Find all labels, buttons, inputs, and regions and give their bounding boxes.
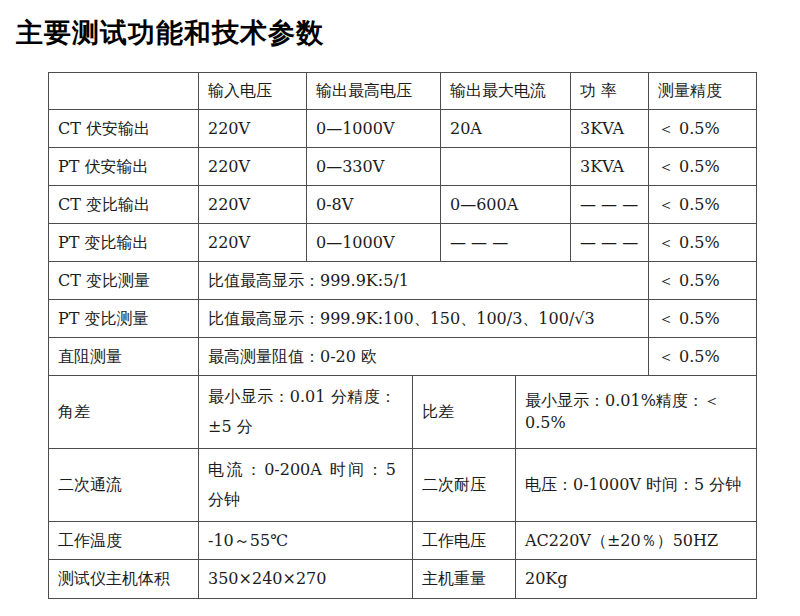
max-output-voltage-cell: 0—1000V xyxy=(307,110,441,148)
row-label: CT 变比测量 xyxy=(49,262,199,300)
row-label: 二次耐压 xyxy=(413,449,516,522)
value-cell: 350×240×270 xyxy=(199,560,413,599)
merged-value-cell: 比值最高显示：999.9K:100、150、100/3、100/√3 xyxy=(199,300,649,338)
header-cell-max-output-voltage: 输出最高电压 xyxy=(307,73,441,110)
row-label: CT 伏安输出 xyxy=(49,110,199,148)
input-voltage-cell: 220V xyxy=(199,110,307,148)
input-voltage-cell: 220V xyxy=(199,224,307,262)
accuracy-cell: ＜ 0.5% xyxy=(649,338,757,376)
row-label: 工作电压 xyxy=(413,522,516,560)
row-label: PT 变比测量 xyxy=(49,300,199,338)
accuracy-cell: ＜ 0.5% xyxy=(649,186,757,224)
accuracy-cell: ＜ 0.5% xyxy=(649,300,757,338)
document-page: 主要测试功能和技术参数 输入电压 输出最高电压 输出最大电流 功 率 测量精度 … xyxy=(0,16,800,616)
row-label: 比差 xyxy=(413,376,516,449)
value-cell: 最小显示：0.01 分精度：±5 分 xyxy=(199,376,413,449)
max-output-voltage-cell: 0—330V xyxy=(307,148,441,186)
table-row-main-unit-size: 测试仪主机体积 350×240×270 主机重量 20Kg xyxy=(49,560,757,599)
value-cell: AC220V（±20％）50HZ xyxy=(516,522,757,560)
input-voltage-cell: 220V xyxy=(199,186,307,224)
power-cell: 3KVA xyxy=(571,148,649,186)
power-cell: — — — xyxy=(571,186,649,224)
table-row-pt-ratio-measure: PT 变比测量 比值最高显示：999.9K:100、150、100/3、100/… xyxy=(49,300,757,338)
value-cell: 最小显示：0.01%精度：＜0.5% xyxy=(516,376,757,449)
table-row-working-temperature: 工作温度 -10～55℃ 工作电压 AC220V（±20％）50HZ xyxy=(49,522,757,560)
spec-table-top: 输入电压 输出最高电压 输出最大电流 功 率 测量精度 CT 伏安输出 220V… xyxy=(48,72,757,376)
row-label: 二次通流 xyxy=(49,449,199,522)
header-cell-max-output-current: 输出最大电流 xyxy=(441,73,571,110)
header-cell-accuracy: 测量精度 xyxy=(649,73,757,110)
table-row-ct-ratio-output: CT 变比输出 220V 0-8V 0—600A — — — ＜ 0.5% xyxy=(49,186,757,224)
accuracy-cell: ＜ 0.5% xyxy=(649,224,757,262)
table-row-secondary-current: 二次通流 电流：0-200A 时间：5 分钟 二次耐压 电压：0-1000V 时… xyxy=(49,449,757,522)
max-output-current-cell xyxy=(441,148,571,186)
table-row-ct-ratio-measure: CT 变比测量 比值最高显示：999.9K:5/1 ＜ 0.5% xyxy=(49,262,757,300)
row-label: 角差 xyxy=(49,376,199,449)
max-output-current-cell: 0—600A xyxy=(441,186,571,224)
input-voltage-cell: 220V xyxy=(199,148,307,186)
power-cell: — — — xyxy=(571,224,649,262)
table-header-row: 输入电压 输出最高电压 输出最大电流 功 率 测量精度 xyxy=(49,73,757,110)
spec-table-bottom: 角差 最小显示：0.01 分精度：±5 分 比差 最小显示：0.01%精度：＜0… xyxy=(48,375,757,599)
value-cell: 电压：0-1000V 时间：5 分钟 xyxy=(516,449,757,522)
max-output-voltage-cell: 0-8V xyxy=(307,186,441,224)
value-cell: 电流：0-200A 时间：5 分钟 xyxy=(199,449,413,522)
max-output-voltage-cell: 0—1000V xyxy=(307,224,441,262)
row-label: 工作温度 xyxy=(49,522,199,560)
table-row-pt-ratio-output: PT 变比输出 220V 0—1000V — — — — — — ＜ 0.5% xyxy=(49,224,757,262)
accuracy-cell: ＜ 0.5% xyxy=(649,110,757,148)
header-cell-input-voltage: 输入电压 xyxy=(199,73,307,110)
merged-value-cell: 比值最高显示：999.9K:5/1 xyxy=(199,262,649,300)
merged-value-cell: 最高测量阻值：0-20 欧 xyxy=(199,338,649,376)
value-cell: 20Kg xyxy=(516,560,757,599)
value-cell: -10～55℃ xyxy=(199,522,413,560)
table-row-dc-resistance-measure: 直阻测量 最高测量阻值：0-20 欧 ＜ 0.5% xyxy=(49,338,757,376)
accuracy-cell: ＜ 0.5% xyxy=(649,262,757,300)
row-label: 测试仪主机体积 xyxy=(49,560,199,599)
max-output-current-cell: 20A xyxy=(441,110,571,148)
row-label: 主机重量 xyxy=(413,560,516,599)
row-label: PT 变比输出 xyxy=(49,224,199,262)
table-row-ct-va-output: CT 伏安输出 220V 0—1000V 20A 3KVA ＜ 0.5% xyxy=(49,110,757,148)
page-title: 主要测试功能和技术参数 xyxy=(16,16,800,50)
row-label: CT 变比输出 xyxy=(49,186,199,224)
max-output-current-cell: — — — xyxy=(441,224,571,262)
power-cell: 3KVA xyxy=(571,110,649,148)
header-cell-power: 功 率 xyxy=(571,73,649,110)
accuracy-cell: ＜ 0.5% xyxy=(649,148,757,186)
table-row-pt-va-output: PT 伏安输出 220V 0—330V 3KVA ＜ 0.5% xyxy=(49,148,757,186)
table-row-angle-error: 角差 最小显示：0.01 分精度：±5 分 比差 最小显示：0.01%精度：＜0… xyxy=(49,376,757,449)
row-label: PT 伏安输出 xyxy=(49,148,199,186)
header-cell-blank xyxy=(49,73,199,110)
row-label: 直阻测量 xyxy=(49,338,199,376)
